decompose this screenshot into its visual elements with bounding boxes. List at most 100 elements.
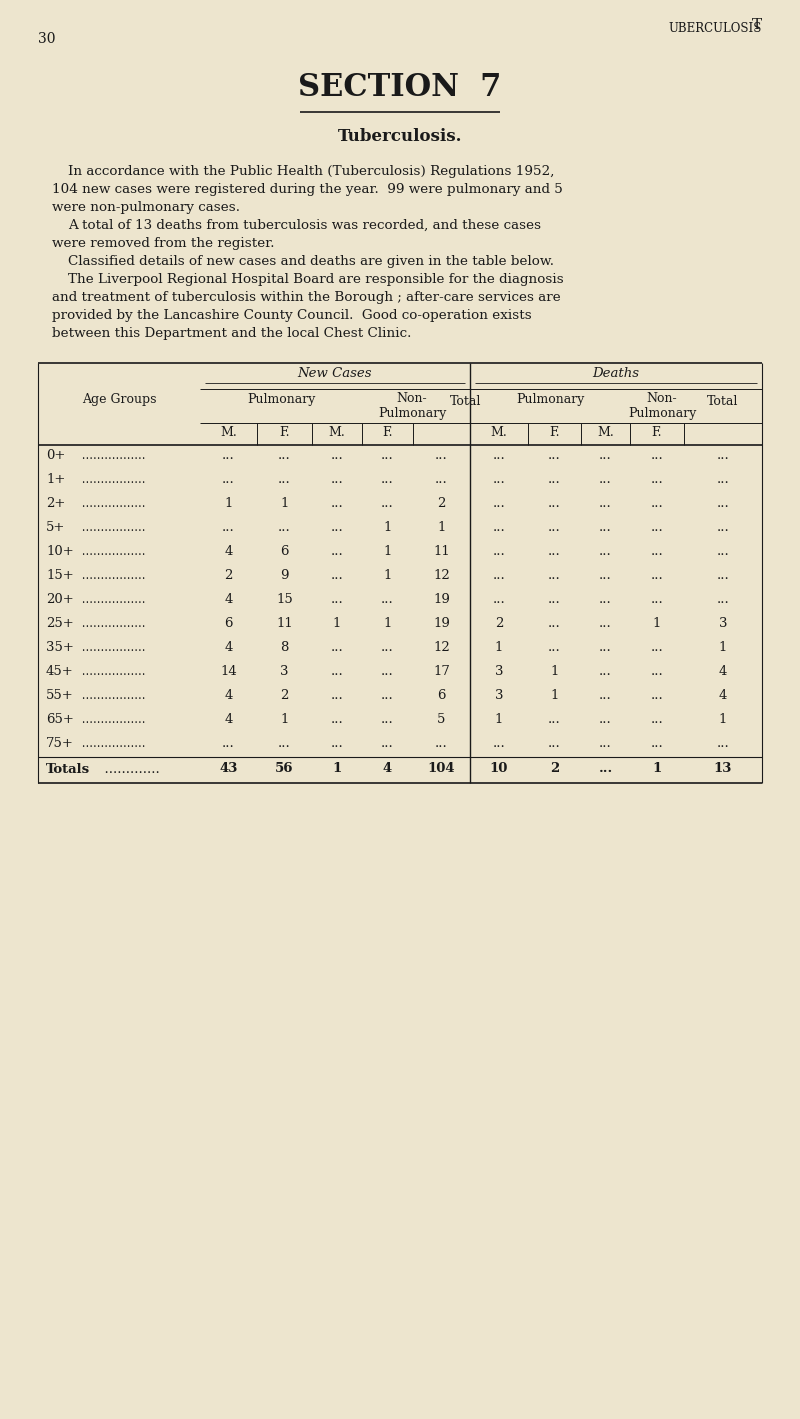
Text: ...: ... (330, 569, 343, 582)
Text: F.: F. (382, 426, 393, 438)
Text: 1: 1 (438, 521, 446, 534)
Text: ...: ... (599, 641, 612, 654)
Text: ...: ... (650, 521, 663, 534)
Text: ...: ... (650, 497, 663, 509)
Text: 0+: 0+ (46, 448, 66, 463)
Text: .................: ................. (78, 617, 146, 630)
Text: ...: ... (222, 736, 235, 751)
Text: M.: M. (490, 426, 507, 438)
Text: 19: 19 (433, 617, 450, 630)
Text: ...: ... (330, 666, 343, 678)
Text: 10+: 10+ (46, 545, 74, 558)
Text: M.: M. (597, 426, 614, 438)
Text: 5: 5 (438, 712, 446, 727)
Text: 1: 1 (652, 762, 662, 775)
Text: .................: ................. (78, 545, 146, 558)
Text: ...: ... (599, 473, 612, 485)
Text: 2: 2 (495, 617, 503, 630)
Text: 25+: 25+ (46, 617, 74, 630)
Text: 11: 11 (276, 617, 293, 630)
Text: 3: 3 (280, 666, 289, 678)
Text: ...: ... (599, 617, 612, 630)
Text: .................: ................. (78, 569, 146, 582)
Text: 11: 11 (433, 545, 450, 558)
Text: ...: ... (599, 593, 612, 606)
Text: 104 new cases were registered during the year.  99 were pulmonary and 5: 104 new cases were registered during the… (52, 183, 563, 196)
Text: 3: 3 (494, 666, 503, 678)
Text: ...: ... (278, 448, 291, 463)
Text: Non-
Pulmonary: Non- Pulmonary (378, 392, 446, 420)
Text: .................: ................. (78, 690, 146, 702)
Text: 4: 4 (224, 545, 233, 558)
Text: ...: ... (650, 666, 663, 678)
Text: ...: ... (717, 736, 730, 751)
Text: F.: F. (550, 426, 560, 438)
Text: .................: ................. (78, 497, 146, 509)
Text: ...: ... (548, 617, 561, 630)
Text: F.: F. (652, 426, 662, 438)
Text: .................: ................. (78, 593, 146, 606)
Text: ...: ... (599, 690, 612, 702)
Text: 65+: 65+ (46, 712, 74, 727)
Text: .................: ................. (78, 521, 146, 534)
Text: ...: ... (599, 448, 612, 463)
Text: ...: ... (650, 569, 663, 582)
Text: Non-
Pulmonary: Non- Pulmonary (628, 392, 696, 420)
Text: ...: ... (548, 593, 561, 606)
Text: M.: M. (329, 426, 346, 438)
Text: 1: 1 (383, 617, 392, 630)
Text: 1: 1 (383, 569, 392, 582)
Text: 4: 4 (383, 762, 392, 775)
Text: ...: ... (493, 521, 506, 534)
Text: Deaths: Deaths (593, 368, 639, 380)
Text: between this Department and the local Chest Clinic.: between this Department and the local Ch… (52, 326, 411, 341)
Text: ...: ... (493, 736, 506, 751)
Text: ...: ... (548, 497, 561, 509)
Text: ...: ... (278, 521, 291, 534)
Text: ...: ... (599, 545, 612, 558)
Text: Pulmonary: Pulmonary (516, 393, 584, 406)
Text: ...: ... (381, 448, 394, 463)
Text: T: T (752, 18, 762, 33)
Text: were non-pulmonary cases.: were non-pulmonary cases. (52, 201, 240, 214)
Text: ...: ... (599, 497, 612, 509)
Text: ...: ... (330, 521, 343, 534)
Text: ...: ... (222, 473, 235, 485)
Text: ...: ... (650, 712, 663, 727)
Text: ...: ... (717, 497, 730, 509)
Text: ...: ... (381, 666, 394, 678)
Text: ...: ... (599, 736, 612, 751)
Text: ...: ... (435, 473, 448, 485)
Text: ...: ... (330, 641, 343, 654)
Text: The Liverpool Regional Hospital Board are responsible for the diagnosis: The Liverpool Regional Hospital Board ar… (68, 272, 564, 287)
Text: A total of 13 deaths from tuberculosis was recorded, and these cases: A total of 13 deaths from tuberculosis w… (68, 219, 541, 231)
Text: Total: Total (450, 394, 482, 409)
Text: 6: 6 (224, 617, 233, 630)
Text: 5+: 5+ (46, 521, 66, 534)
Text: .................: ................. (78, 448, 146, 463)
Text: ...: ... (435, 448, 448, 463)
Text: ...: ... (493, 473, 506, 485)
Text: ...: ... (650, 641, 663, 654)
Text: 1: 1 (383, 545, 392, 558)
Text: ...: ... (330, 497, 343, 509)
Text: ...: ... (493, 448, 506, 463)
Text: 1: 1 (383, 521, 392, 534)
Text: ...: ... (650, 593, 663, 606)
Text: SECTION  7: SECTION 7 (298, 72, 502, 104)
Text: .................: ................. (78, 712, 146, 727)
Text: 1: 1 (550, 690, 558, 702)
Text: ...: ... (599, 666, 612, 678)
Text: ...: ... (548, 736, 561, 751)
Text: 14: 14 (220, 666, 237, 678)
Text: 12: 12 (433, 569, 450, 582)
Text: Total: Total (707, 394, 738, 409)
Text: ...: ... (717, 448, 730, 463)
Text: 1: 1 (719, 641, 727, 654)
Text: ...: ... (381, 712, 394, 727)
Text: 30: 30 (38, 33, 55, 45)
Text: ...: ... (381, 736, 394, 751)
Text: 1: 1 (280, 497, 289, 509)
Text: ...: ... (278, 736, 291, 751)
Text: 20+: 20+ (46, 593, 74, 606)
